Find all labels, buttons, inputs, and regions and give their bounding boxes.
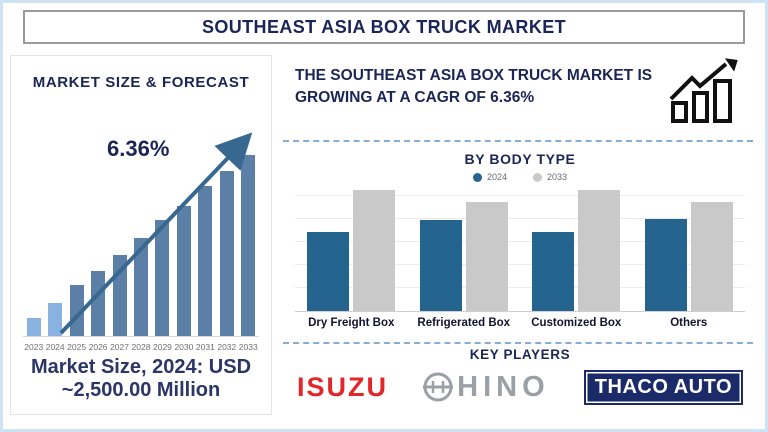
category-label-refrigerated-box: Refrigerated Box [417, 317, 511, 329]
gridline [295, 287, 745, 288]
year-label-2027: 2027 [110, 342, 129, 352]
market-size-caption: Market Size, 2024: USD ~2,500.00 Million [11, 356, 271, 402]
key-players-logos: ISUZU HINO THACO AUTO [297, 366, 743, 408]
market-bar-column [173, 154, 194, 336]
bar-2033-refrigerated-box [465, 202, 508, 311]
year-label-2032: 2032 [217, 342, 237, 352]
market-bar-2025 [69, 285, 84, 336]
legend-label-2033: 2033 [547, 172, 568, 182]
market-bar-column [44, 154, 65, 336]
legend-item-2033: 2033 [533, 172, 567, 182]
market-bar-2030 [176, 206, 191, 336]
hino-emblem-icon [423, 372, 454, 402]
category-label-others: Others [670, 317, 708, 329]
bar-2024-customized-box [532, 232, 575, 311]
body-type-group-1 [295, 186, 408, 311]
year-label-2031: 2031 [195, 342, 215, 352]
market-bar-column [87, 154, 108, 336]
year-label-2029: 2029 [152, 342, 172, 352]
year-label-2030: 2030 [174, 342, 194, 352]
thaco-auto-logo: THACO AUTO [583, 369, 743, 405]
market-bar-2024 [48, 303, 63, 336]
year-label-2024: 2024 [45, 342, 65, 352]
body-type-group-4 [633, 186, 746, 311]
category-label-customized-box: Customized Box [531, 317, 622, 329]
right-section: THE SOUTHEAST ASIA BOX TRUCK MARKET IS G… [283, 55, 757, 420]
cagr-annotation: 6.36% [107, 136, 170, 161]
market-size-caption-line1: Market Size, 2024: USD [30, 356, 252, 378]
market-bar-column [238, 154, 259, 336]
market-bar-2029 [155, 220, 170, 336]
market-size-forecast-title: MARKET SIZE & FORECAST [32, 74, 250, 91]
body-type-bar-chart [295, 186, 745, 312]
legend-dot-2024 [472, 172, 482, 182]
market-bar-2027 [112, 255, 127, 336]
gridline [295, 264, 745, 265]
market-bar-column [109, 154, 130, 336]
market-bar-column [66, 154, 87, 336]
legend-label-2024: 2024 [486, 172, 507, 182]
key-players-title: KEY PLAYERS [469, 347, 571, 362]
legend-item-2024: 2024 [472, 172, 507, 182]
year-label-2023: 2023 [24, 342, 44, 352]
hino-logo-text: HINO [457, 370, 550, 403]
hino-logo: HINO [422, 371, 550, 404]
market-bar-2031 [198, 186, 213, 336]
market-size-caption-line2: ~2,500.00 Million [61, 379, 221, 401]
bar-2024-refrigerated-box [419, 220, 462, 311]
year-label-2028: 2028 [131, 342, 151, 352]
gridline [295, 241, 745, 242]
gridline [295, 218, 745, 219]
market-bar-column [130, 154, 151, 336]
isuzu-logo: ISUZU [297, 371, 388, 402]
dashed-divider-top [283, 140, 753, 142]
growth-chart-icon [669, 58, 738, 123]
header-banner: SOUTHEAST ASIA BOX TRUCK MARKET [23, 10, 745, 44]
market-bar-column [23, 154, 44, 336]
market-bar-2023 [26, 318, 41, 336]
market-size-bar-chart [23, 154, 259, 337]
bar-2033-customized-box [578, 190, 621, 311]
cagr-statement: THE SOUTHEAST ASIA BOX TRUCK MARKET IS G… [295, 67, 653, 106]
dashed-divider-bottom [283, 342, 753, 344]
body-type-group-2 [408, 186, 521, 311]
gridline [295, 195, 745, 196]
market-size-year-axis: 2023 2024 2025 2026 2027 2028 2029 2030 2031 2032… [23, 342, 259, 352]
bar-2033-dry-freight-box [353, 190, 396, 311]
legend-dot-2033 [533, 172, 542, 182]
year-label-2026: 2026 [88, 342, 108, 352]
year-label-2033: 2033 [238, 342, 258, 352]
bar-2033-others [690, 202, 733, 311]
page-title: SOUTHEAST ASIA BOX TRUCK MARKET [201, 16, 567, 37]
year-label-2025: 2025 [67, 342, 87, 352]
market-bar-column [195, 154, 216, 336]
by-body-type-title: BY BODY TYPE [464, 151, 576, 167]
market-bar-2026 [91, 271, 106, 336]
category-label-dry-freight-box: Dry Freight Box [308, 317, 395, 329]
market-size-forecast-panel: MARKET SIZE & FORECAST 2023 2024 2025 2026 2… [10, 55, 272, 415]
market-bar-2033 [241, 155, 256, 336]
body-type-category-labels: Dry Freight Box Refrigerated Box Customize… [295, 317, 745, 329]
market-bar-column [216, 154, 237, 336]
body-type-legend: 2024 2033 [283, 172, 757, 182]
bar-2024-others [644, 219, 687, 311]
market-bar-2028 [133, 238, 148, 336]
market-bar-2032 [219, 171, 234, 336]
bar-2024-dry-freight-box [307, 232, 350, 311]
body-type-group-3 [520, 186, 633, 311]
market-bar-column [152, 154, 173, 336]
